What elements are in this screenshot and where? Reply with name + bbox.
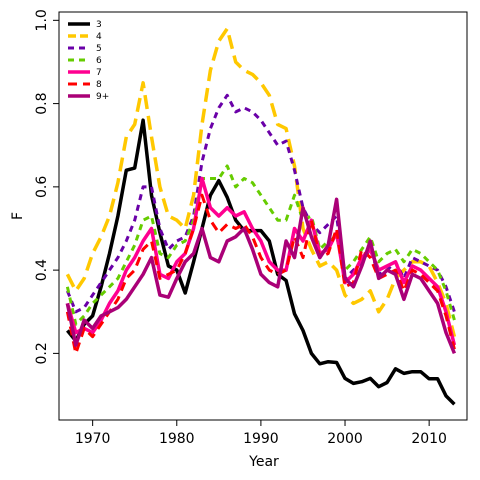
y-tick-label: 0.6 — [34, 176, 50, 198]
x-axis-title: Year — [248, 454, 279, 470]
series-line-8 — [65, 193, 456, 355]
legend-label: 5 — [96, 44, 102, 54]
series-line-7 — [65, 176, 457, 346]
legend-label: 4 — [96, 32, 102, 42]
legend-label: 7 — [96, 68, 102, 78]
legend-label: 8 — [96, 80, 102, 90]
y-axis-title: F — [10, 212, 26, 220]
legend-label: 9+ — [96, 92, 109, 102]
x-tick-label: 2010 — [411, 431, 447, 447]
x-tick-label: 1970 — [75, 431, 111, 447]
series-line-9plus — [65, 197, 457, 355]
series-line-4 — [65, 26, 457, 338]
x-axis: 1970 1980 1990 2000 2010 — [75, 419, 447, 447]
legend: 3 4 5 6 7 8 9+ — [68, 20, 109, 102]
series-line-6 — [65, 164, 456, 326]
series-line-3 — [66, 118, 456, 406]
y-tick-label: 1.0 — [34, 9, 50, 31]
legend-label: 3 — [96, 20, 102, 30]
series-layer — [65, 26, 457, 406]
x-tick-label: 2000 — [327, 431, 363, 447]
plot-frame — [58, 11, 468, 421]
y-tick-label: 0.2 — [34, 342, 50, 364]
y-tick-label: 0.4 — [34, 259, 50, 281]
y-tick-label: 0.8 — [34, 92, 50, 114]
series-line-5 — [66, 93, 456, 314]
x-tick-label: 1980 — [159, 431, 195, 447]
x-tick-label: 1990 — [243, 431, 279, 447]
y-axis: 0.2 0.4 0.6 0.8 1.0 — [34, 9, 60, 365]
legend-label: 6 — [96, 56, 102, 66]
